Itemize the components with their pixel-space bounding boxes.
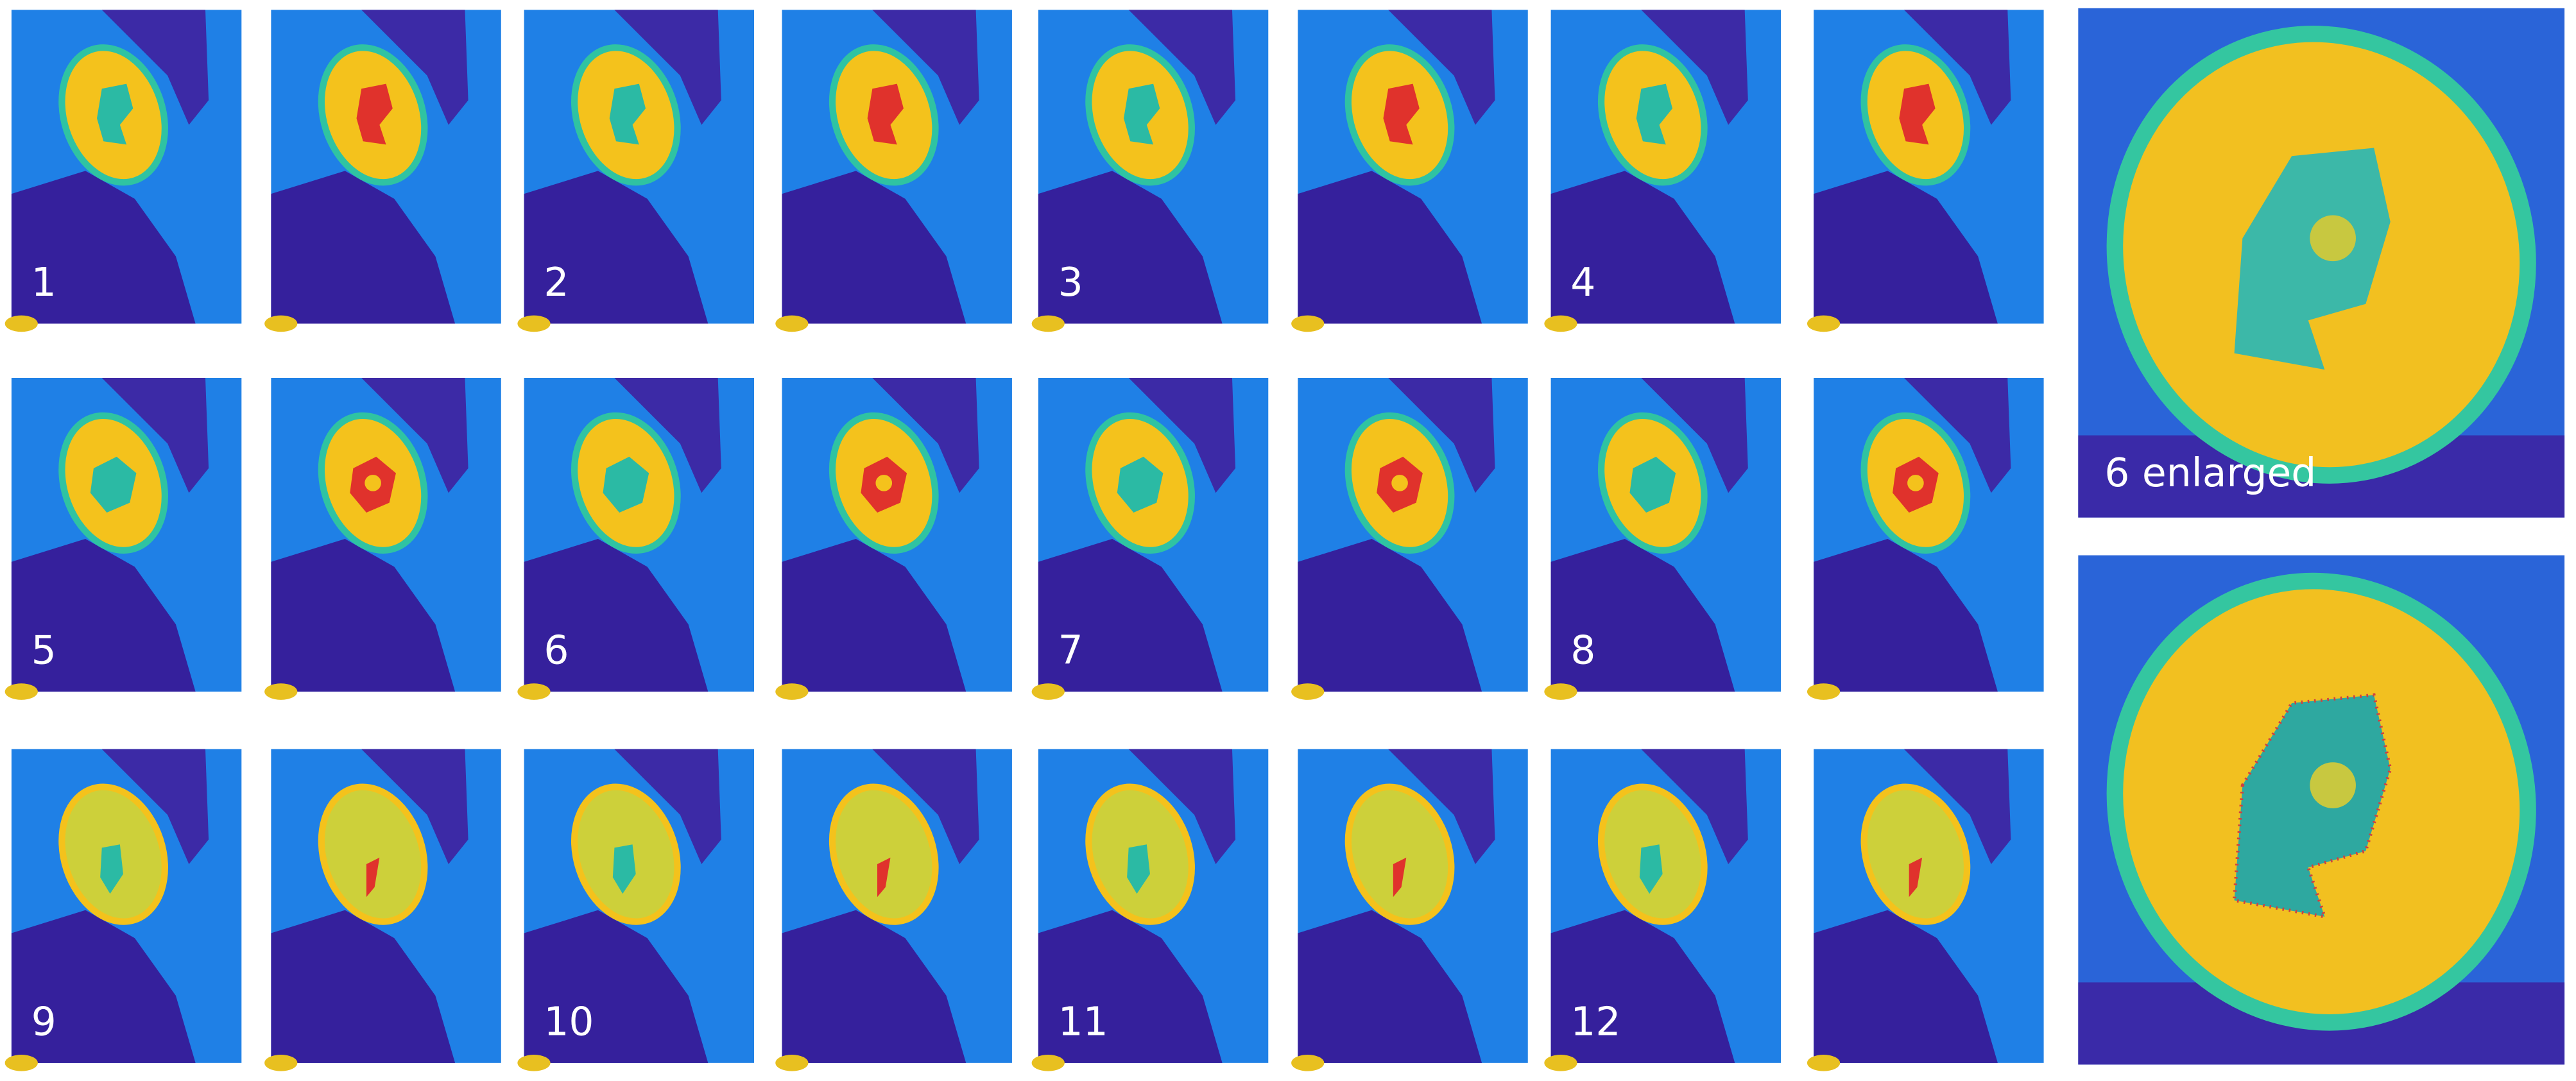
image-panel [1291,378,1528,700]
panel-label: 3 [1058,260,1083,305]
enlarged-panel [2078,8,2565,518]
panel-label: 8 [1570,628,1595,674]
panel-label: 9 [31,999,56,1044]
image-panel [1291,749,1528,1071]
panel-label: 7 [1058,628,1083,674]
panel-label: 5 [31,628,56,674]
image-panel [1807,378,2044,700]
panel-label: 12 [1570,999,1620,1044]
inner-spot [2310,762,2356,808]
image-panel [1291,10,1528,332]
image-panel [264,378,501,700]
image-panel [1807,10,2044,332]
enlarged-segmentation [2078,555,2565,1065]
image-panel [264,10,501,332]
image-panel [775,749,1012,1071]
cavity [2232,693,2392,919]
panel-label: 1 [31,260,56,305]
image-panel [264,749,501,1071]
inner-spot [2310,215,2356,262]
enlarged-label: 6 enlarged [2104,450,2316,496]
image-panel [775,378,1012,700]
panel-label: 10 [544,999,594,1044]
panel-label: 4 [1570,260,1595,305]
panel-label: 6 [544,628,569,674]
panel-label: 2 [544,260,569,305]
cavity [2234,148,2391,370]
image-panel [1807,749,2044,1071]
panel-label: 11 [1058,999,1108,1044]
image-panel [775,10,1012,332]
